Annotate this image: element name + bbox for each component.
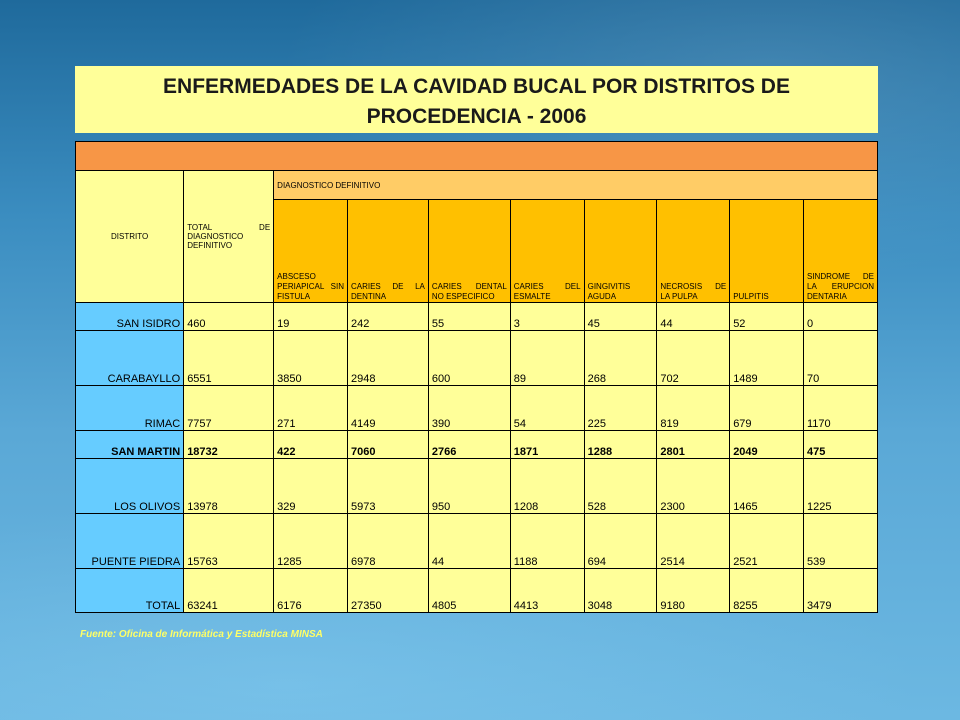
table-row: PUENTE PIEDRA 15763 1285 6978 44 1188 69… xyxy=(74,513,878,569)
value-cell: 2514 xyxy=(656,513,731,569)
value-cell: 2766 xyxy=(427,430,511,459)
value-cell: 6978 xyxy=(346,513,429,569)
value-cell: 268 xyxy=(583,330,658,386)
table-row-total: TOTAL 63241 6176 27350 4805 4413 3048 91… xyxy=(74,568,878,613)
value-cell: 390 xyxy=(427,385,511,431)
slide-title: ENFERMEDADES DE LA CAVIDAD BUCAL POR DIS… xyxy=(163,75,790,128)
value-cell: 5973 xyxy=(346,458,429,514)
district-cell: RIMAC xyxy=(74,385,185,431)
value-cell: 52 xyxy=(729,302,804,331)
table-row: CARABAYLLO 6551 3850 2948 600 89 268 702… xyxy=(74,330,878,386)
value-cell: 8255 xyxy=(729,568,804,613)
header-band-row xyxy=(75,141,878,171)
value-cell: 4413 xyxy=(509,568,585,613)
district-cell: PUENTE PIEDRA xyxy=(74,513,185,569)
district-cell: SAN MARTIN xyxy=(74,430,185,459)
value-cell: 694 xyxy=(583,513,658,569)
value-cell: 242 xyxy=(346,302,429,331)
header-district: DISTRITO xyxy=(74,170,185,303)
value-cell: 4149 xyxy=(346,385,429,431)
value-cell: 6176 xyxy=(273,568,348,613)
value-cell: 1208 xyxy=(509,458,585,514)
value-cell: 528 xyxy=(583,458,658,514)
value-cell: 702 xyxy=(656,330,731,386)
value-cell: 1288 xyxy=(583,430,658,459)
source-note: Fuente: Oficina de Informática y Estadís… xyxy=(80,629,323,640)
value-cell: 2300 xyxy=(656,458,731,514)
value-cell: 13978 xyxy=(183,458,275,514)
value-cell: 1170 xyxy=(803,385,878,431)
value-cell: 15763 xyxy=(183,513,275,569)
header-sindrome: SINDROME DE LA ERUPCION DENTARIA xyxy=(803,199,878,303)
value-cell: 679 xyxy=(729,385,804,431)
value-cell: 1225 xyxy=(803,458,878,514)
value-cell: 27350 xyxy=(346,568,429,613)
value-cell: 3479 xyxy=(803,568,878,613)
district-cell: TOTAL xyxy=(74,568,185,613)
value-cell: 819 xyxy=(656,385,731,431)
value-cell: 225 xyxy=(583,385,658,431)
value-cell: 70 xyxy=(803,330,878,386)
value-cell: 2801 xyxy=(656,430,731,459)
table-row: LOS OLIVOS 13978 329 5973 950 1208 528 2… xyxy=(74,458,878,514)
header-row-group: DISTRITO TOTAL DE DIAGNOSTICO DEFINITIVO… xyxy=(74,170,878,303)
header-pulpitis: PULPITIS xyxy=(729,199,804,303)
value-cell: 2948 xyxy=(346,330,429,386)
value-cell: 19 xyxy=(273,302,348,331)
value-cell: 1285 xyxy=(273,513,348,569)
value-cell: 55 xyxy=(427,302,511,331)
value-cell: 7757 xyxy=(183,385,275,431)
header-gingivitis: GINGIVITIS AGUDA xyxy=(583,199,658,303)
value-cell: 950 xyxy=(427,458,511,514)
value-cell: 3850 xyxy=(273,330,348,386)
value-cell: 89 xyxy=(509,330,585,386)
title-box: ENFERMEDADES DE LA CAVIDAD BUCAL POR DIS… xyxy=(75,66,878,133)
header-caries-dental: CARIES DENTAL NO ESPECIFICO xyxy=(427,199,511,303)
value-cell: 63241 xyxy=(183,568,275,613)
value-cell: 422 xyxy=(273,430,348,459)
value-cell: 271 xyxy=(273,385,348,431)
district-cell: SAN ISIDRO xyxy=(74,302,185,331)
value-cell: 1188 xyxy=(509,513,585,569)
value-cell: 7060 xyxy=(346,430,429,459)
disease-table: DISTRITO TOTAL DE DIAGNOSTICO DEFINITIVO… xyxy=(74,141,878,613)
header-total: TOTAL DE DIAGNOSTICO DEFINITIVO xyxy=(183,170,275,303)
value-cell: 6551 xyxy=(183,330,275,386)
value-cell: 54 xyxy=(509,385,585,431)
value-cell: 45 xyxy=(583,302,658,331)
value-cell: 600 xyxy=(427,330,511,386)
value-cell: 2049 xyxy=(729,430,804,459)
header-diagnostico-definitivo: DIAGNOSTICO DEFINITIVO xyxy=(273,170,878,200)
value-cell: 1465 xyxy=(729,458,804,514)
value-cell: 44 xyxy=(656,302,731,331)
value-cell: 2521 xyxy=(729,513,804,569)
value-cell: 3048 xyxy=(583,568,658,613)
value-cell: 18732 xyxy=(183,430,275,459)
value-cell: 1871 xyxy=(509,430,585,459)
table-row: SAN MARTIN 18732 422 7060 2766 1871 1288… xyxy=(74,430,878,459)
header-row-columns: ABSCESO PERIAPICAL SIN FISTULA CARIES DE… xyxy=(76,199,878,303)
header-absceso: ABSCESO PERIAPICAL SIN FISTULA xyxy=(273,199,348,303)
value-cell: 475 xyxy=(803,430,878,459)
header-necrosis: NECROSIS DE LA PULPA xyxy=(656,199,731,303)
header-band xyxy=(75,141,878,171)
district-cell: CARABAYLLO xyxy=(74,330,185,386)
district-cell: LOS OLIVOS xyxy=(74,458,185,514)
value-cell: 0 xyxy=(803,302,878,331)
value-cell: 4805 xyxy=(427,568,511,613)
table-row: SAN ISIDRO 460 19 242 55 3 45 44 52 0 xyxy=(74,302,878,331)
value-cell: 44 xyxy=(427,513,511,569)
value-cell: 3 xyxy=(509,302,585,331)
value-cell: 539 xyxy=(803,513,878,569)
header-caries-esmalte: CARIES DEL ESMALTE xyxy=(509,199,585,303)
value-cell: 1489 xyxy=(729,330,804,386)
table-row: RIMAC 7757 271 4149 390 54 225 819 679 1… xyxy=(74,385,878,431)
value-cell: 9180 xyxy=(656,568,731,613)
value-cell: 329 xyxy=(273,458,348,514)
header-caries-dentina: CARIES DE LA DENTINA xyxy=(346,199,429,303)
value-cell: 460 xyxy=(183,302,275,331)
